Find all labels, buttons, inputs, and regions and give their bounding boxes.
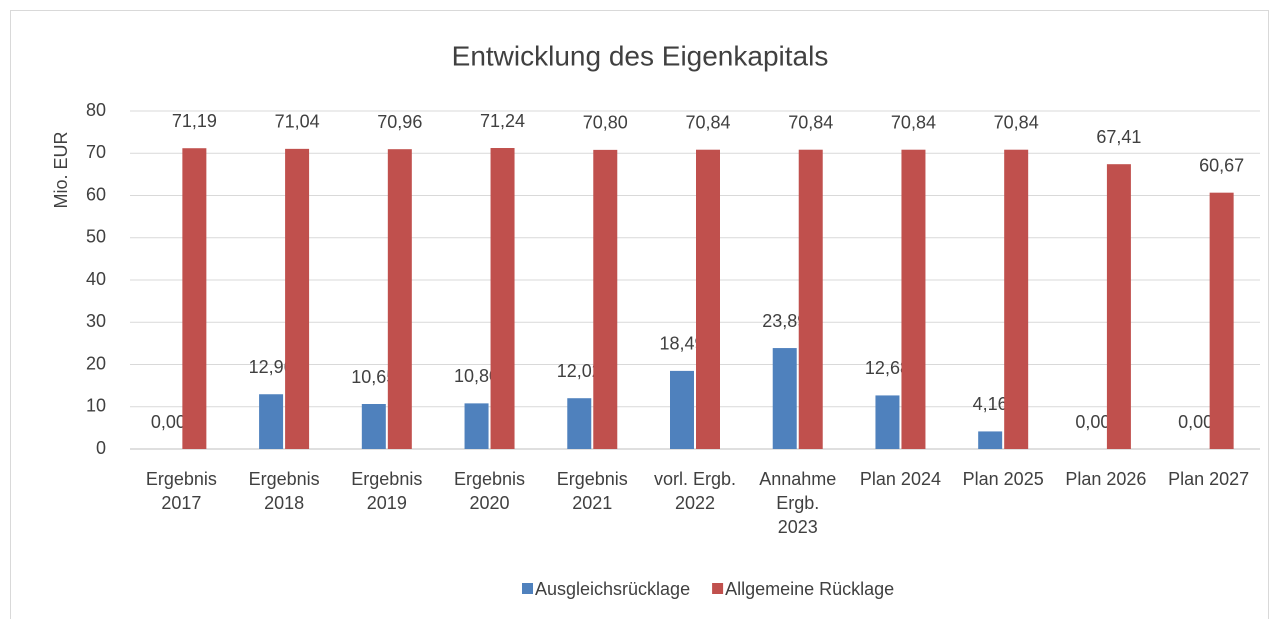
x-tick-label: Ergebnis: [557, 469, 628, 489]
x-tick-label: 2018: [264, 493, 304, 513]
bar: [259, 394, 284, 449]
chart-border: [10, 10, 1269, 619]
x-tick-label: 2020: [470, 493, 510, 513]
bar: [361, 404, 386, 449]
legend-label: Allgemeine Rücklage: [725, 579, 894, 599]
value-label: 70,84: [685, 112, 730, 132]
bar: [696, 149, 720, 450]
y-tick-label: 0: [96, 438, 106, 458]
value-label: 71,24: [480, 111, 525, 131]
chart-title: Entwicklung des Eigenkapitals: [452, 40, 829, 71]
value-label: 23,89: [762, 311, 807, 331]
x-tick-label: Annahme: [759, 469, 836, 489]
x-tick-label: Ergb.: [776, 493, 819, 513]
x-tick-label: 2019: [367, 493, 407, 513]
legend-swatch: [712, 583, 724, 594]
value-label: 12,68: [865, 358, 910, 378]
bar: [901, 149, 926, 450]
bar: [464, 403, 489, 449]
legend-label: Ausgleichsrücklage: [535, 579, 690, 599]
x-tick-label: Plan 2025: [963, 469, 1044, 489]
bar: [875, 395, 900, 449]
y-tick-label: 30: [86, 311, 106, 331]
y-tick-label: 60: [86, 184, 106, 204]
y-tick-label: 10: [86, 396, 106, 416]
value-label: 70,84: [788, 112, 833, 132]
value-label: 0,00: [151, 412, 186, 432]
value-label: 67,41: [1096, 127, 1141, 147]
value-label: 71,04: [275, 112, 320, 132]
legend-swatch: [522, 583, 533, 594]
value-label: 70,80: [583, 113, 628, 133]
x-tick-label: Plan 2026: [1065, 469, 1146, 489]
y-tick-label: 70: [86, 142, 106, 162]
bar: [1209, 192, 1234, 449]
value-label: 71,19: [172, 111, 217, 131]
y-tick-label: 80: [86, 100, 106, 120]
value-label: 70,84: [994, 112, 1039, 132]
y-tick-label: 50: [86, 227, 106, 247]
value-label: 70,96: [377, 112, 422, 132]
bar: [772, 348, 797, 449]
x-tick-label: 2021: [572, 493, 612, 513]
value-label: 0,00: [1075, 412, 1110, 432]
x-tick-label: 2017: [161, 493, 201, 513]
value-label: 0,00: [1178, 412, 1213, 432]
x-tick-label: Ergebnis: [351, 469, 422, 489]
y-tick-label: 20: [86, 353, 106, 373]
value-label: 12,96: [249, 357, 294, 377]
value-label: 10,65: [351, 367, 396, 387]
bar: [567, 398, 592, 449]
y-tick-label: 40: [86, 269, 106, 289]
bar: [978, 431, 1003, 449]
x-tick-label: Ergebnis: [249, 469, 320, 489]
bar: [798, 149, 823, 450]
y-axis-title: Mio. EUR: [51, 131, 71, 208]
bar: [1004, 149, 1029, 450]
bar: [490, 148, 515, 450]
bar: [593, 149, 618, 449]
x-tick-label: Plan 2024: [860, 469, 941, 489]
x-tick-label: Ergebnis: [146, 469, 217, 489]
bar: [670, 370, 694, 449]
bar: [285, 148, 310, 449]
bar: [182, 148, 207, 450]
bar: [387, 149, 412, 449]
value-label: 60,67: [1199, 155, 1244, 175]
x-tick-label: vorl. Ergb.: [654, 469, 736, 489]
value-label: 70,84: [891, 112, 936, 132]
x-tick-label: Plan 2027: [1168, 469, 1249, 489]
value-label: 10,80: [454, 366, 499, 386]
x-tick-label: 2023: [778, 517, 818, 537]
value-label: 18,49: [659, 334, 704, 354]
bar: [1106, 164, 1131, 449]
value-label: 4,16: [973, 394, 1008, 414]
x-tick-label: 2022: [675, 493, 715, 513]
x-tick-label: Ergebnis: [454, 469, 525, 489]
value-label: 12,02: [557, 361, 602, 381]
